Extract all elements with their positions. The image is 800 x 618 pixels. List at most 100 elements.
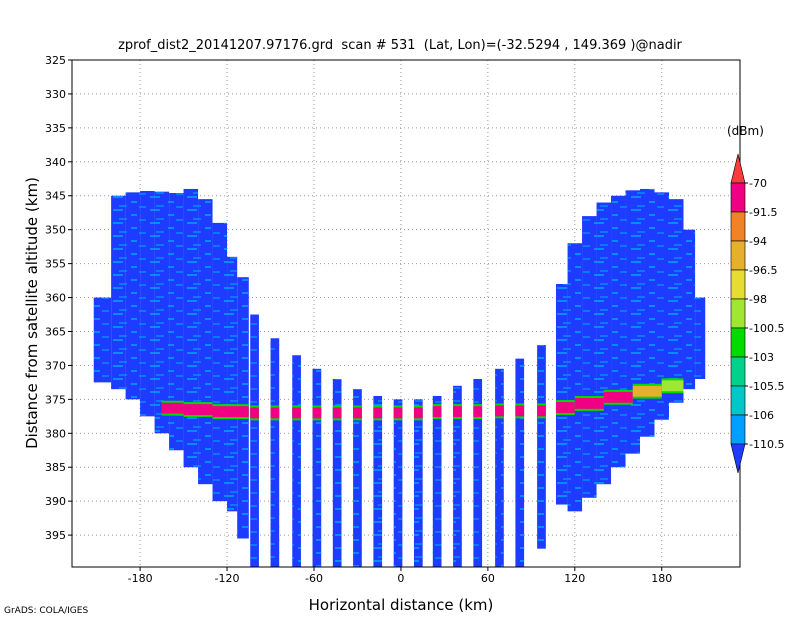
- texture: [198, 199, 213, 485]
- y-axis-label: Distance from satellite altitude (km): [23, 177, 41, 449]
- x-tick-label: -60: [305, 572, 323, 585]
- surface-segment: [553, 402, 575, 413]
- colorbar-box: [730, 327, 746, 358]
- field: [93, 188, 706, 567]
- texture: [473, 378, 483, 567]
- y-tick-label: 340: [45, 156, 66, 169]
- colorbar-box: [730, 356, 746, 387]
- x-tick-label: -120: [215, 572, 240, 585]
- colorbar-box: [730, 269, 746, 300]
- texture: [495, 368, 504, 567]
- x-axis-label: Horizontal distance (km): [309, 596, 494, 614]
- texture: [212, 222, 228, 502]
- colorbar-box: [730, 414, 746, 445]
- x-tick-label: 180: [651, 572, 672, 585]
- x-tick-label: 120: [564, 572, 585, 585]
- texture: [515, 358, 525, 567]
- surface-segment: [183, 404, 213, 415]
- texture: [183, 188, 199, 468]
- texture: [596, 202, 612, 485]
- texture: [640, 188, 655, 437]
- colorbar-box: [730, 211, 746, 242]
- colorbar-unit: (dBm): [727, 124, 764, 138]
- texture: [373, 395, 383, 567]
- texture: [312, 368, 322, 567]
- colorbar-label: -70: [749, 177, 767, 190]
- y-tick-label: 380: [45, 427, 66, 440]
- chart-title: zprof_dist2_20141207.97176.grd scan # 53…: [118, 38, 682, 53]
- y-tick-label: 355: [45, 258, 66, 271]
- texture: [169, 193, 184, 451]
- texture: [625, 190, 641, 454]
- texture: [432, 395, 442, 567]
- colorbar: -110.5 -106 -105.5 -103 -100.5 -98 -96.5 -94 -91…: [730, 153, 784, 474]
- surface-halo: [313, 405, 372, 421]
- y-tick-label: 375: [45, 393, 66, 406]
- texture: [227, 256, 238, 512]
- axes: -180 -120 -60 0 60 120 180 325 330 335 340 345 350 35…: [45, 54, 672, 585]
- surface-segment: [574, 398, 604, 409]
- texture: [611, 195, 626, 468]
- texture: [555, 283, 568, 505]
- texture: [453, 385, 462, 567]
- texture: [353, 389, 362, 567]
- y-tick-label: 395: [45, 529, 66, 542]
- colorbar-triangle: [730, 443, 746, 474]
- y-tick-label: 330: [45, 88, 66, 101]
- texture: [654, 192, 669, 420]
- surface-segment: [429, 406, 488, 418]
- texture: [111, 195, 126, 390]
- surface-echo: [161, 378, 684, 421]
- x-tick-label: 0: [397, 572, 404, 585]
- y-tick-label: 360: [45, 292, 66, 305]
- colorbar-box: [730, 240, 746, 271]
- y-tick-label: 345: [45, 190, 66, 203]
- surface-segment: [161, 402, 184, 414]
- y-tick-label: 350: [45, 224, 66, 237]
- surface-segment: [371, 407, 430, 419]
- surface-segment: [632, 385, 662, 397]
- texture: [582, 216, 597, 498]
- texture: [567, 243, 583, 512]
- y-tick-label: 365: [45, 325, 66, 338]
- colorbar-box: [730, 298, 746, 329]
- texture: [413, 399, 423, 567]
- colorbar-label: -91.5: [749, 206, 777, 219]
- surface-segment: [487, 405, 554, 417]
- surface-segment: [661, 380, 684, 392]
- texture: [154, 191, 170, 434]
- x-tick-label: -180: [128, 572, 153, 585]
- texture: [140, 190, 155, 417]
- y-tick-label: 390: [45, 495, 66, 508]
- texture: [537, 345, 546, 549]
- colorbar-label: -98: [749, 293, 767, 306]
- texture: [292, 355, 301, 567]
- texture: [270, 338, 280, 567]
- colorbar-label: -94: [749, 235, 767, 248]
- texture: [393, 399, 403, 567]
- texture: [683, 229, 696, 390]
- surface-segment: [313, 407, 372, 419]
- surface-segment: [212, 406, 249, 418]
- colorbar-label: -110.5: [749, 438, 784, 451]
- texture: [125, 192, 141, 400]
- surface-segment: [248, 407, 314, 419]
- credit: GrADS: COLA/IGES: [4, 606, 88, 616]
- texture: [93, 297, 112, 383]
- colorbar-box: [730, 385, 746, 416]
- surface-segment: [603, 391, 633, 403]
- texture: [695, 297, 706, 379]
- colorbar-label: -105.5: [749, 380, 784, 393]
- colorbar-triangle: [730, 153, 746, 184]
- texture: [332, 378, 342, 567]
- texture: [250, 314, 259, 567]
- colorbar-label: -96.5: [749, 264, 777, 277]
- y-tick-label: 385: [45, 461, 66, 474]
- texture: [668, 199, 684, 403]
- y-tick-label: 335: [45, 122, 66, 135]
- colorbar-label: -103: [749, 351, 774, 364]
- colorbar-box: [730, 182, 746, 213]
- x-tick-label: 60: [481, 572, 495, 585]
- y-tick-label: 370: [45, 359, 66, 372]
